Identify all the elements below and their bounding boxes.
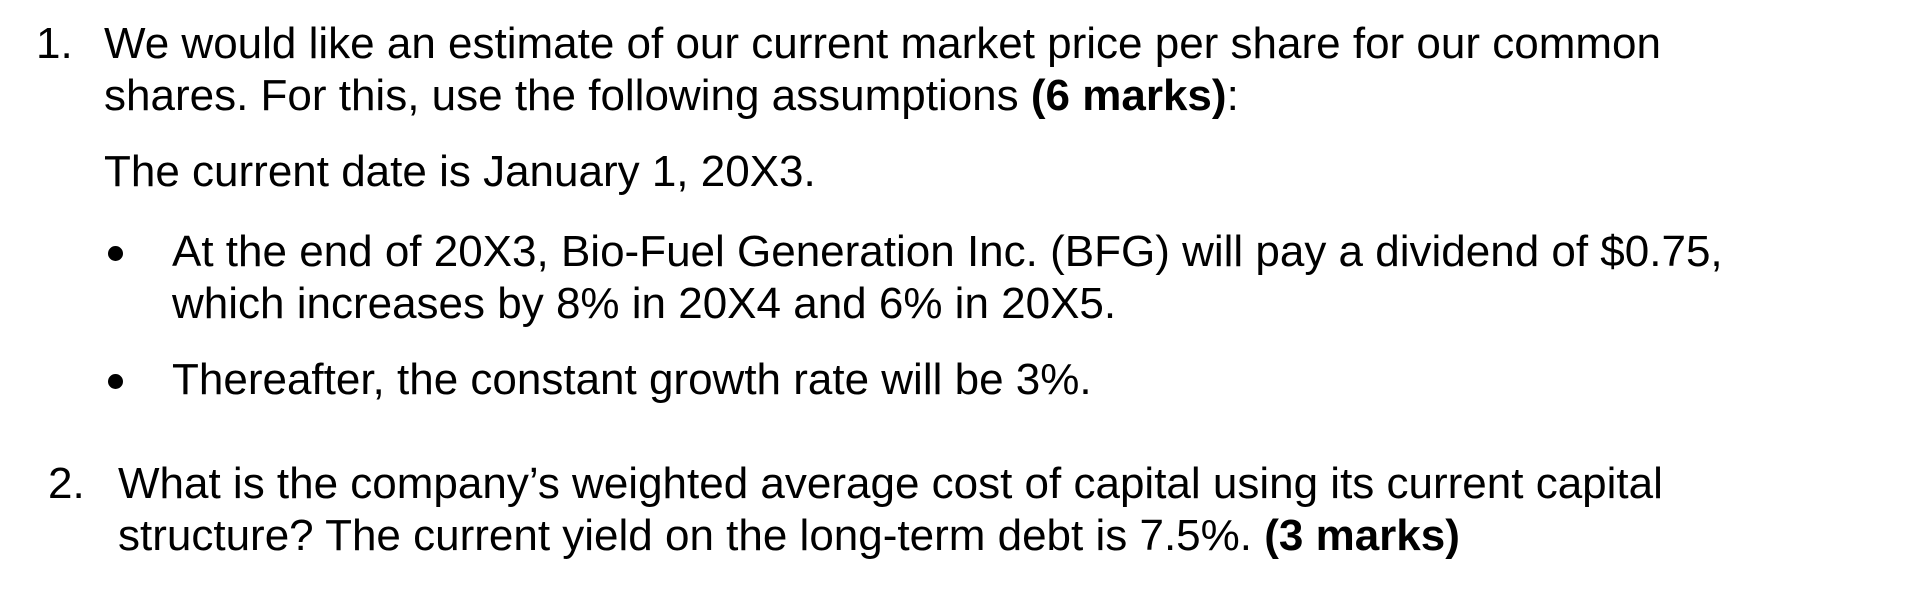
bullet-icon xyxy=(108,374,123,389)
bullet-text-line: Thereafter, the constant growth rate wil… xyxy=(172,354,1092,406)
question-number: 1. xyxy=(36,18,73,70)
question-text-line: We would like an estimate of our current… xyxy=(104,18,1661,70)
question-text-line: structure? The current yield on the long… xyxy=(118,510,1460,562)
question-text-line: What is the company’s weighted average c… xyxy=(118,458,1663,510)
question-number: 2. xyxy=(48,458,85,510)
marks-label: (3 marks) xyxy=(1264,511,1460,560)
marks-label: (6 marks) xyxy=(1031,71,1227,120)
bullet-text-line: At the end of 20X3, Bio-Fuel Generation … xyxy=(172,226,1723,278)
bullet-text-line: which increases by 8% in 20X4 and 6% in … xyxy=(172,278,1116,330)
question-text-line: shares. For this, use the following assu… xyxy=(104,70,1239,122)
current-date-line: The current date is January 1, 20X3. xyxy=(104,146,816,198)
bullet-icon xyxy=(108,246,123,261)
